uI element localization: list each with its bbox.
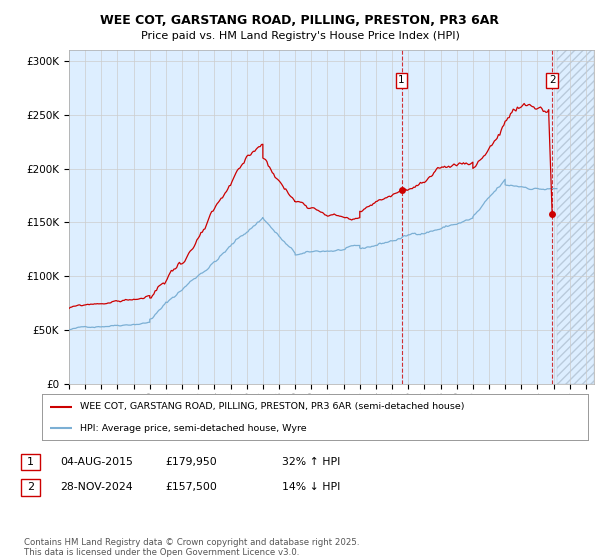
Text: £157,500: £157,500: [165, 482, 217, 492]
Text: 2: 2: [27, 482, 34, 492]
Text: £179,950: £179,950: [165, 457, 217, 467]
Text: WEE COT, GARSTANG ROAD, PILLING, PRESTON, PR3 6AR: WEE COT, GARSTANG ROAD, PILLING, PRESTON…: [101, 14, 499, 27]
Text: HPI: Average price, semi-detached house, Wyre: HPI: Average price, semi-detached house,…: [80, 423, 307, 433]
Text: 1: 1: [27, 457, 34, 467]
Text: 32% ↑ HPI: 32% ↑ HPI: [282, 457, 340, 467]
Text: 2: 2: [549, 76, 556, 85]
Text: 04-AUG-2015: 04-AUG-2015: [60, 457, 133, 467]
Text: 28-NOV-2024: 28-NOV-2024: [60, 482, 133, 492]
Text: Price paid vs. HM Land Registry's House Price Index (HPI): Price paid vs. HM Land Registry's House …: [140, 31, 460, 41]
Text: 14% ↓ HPI: 14% ↓ HPI: [282, 482, 340, 492]
Text: 1: 1: [398, 76, 405, 85]
Bar: [557, 50, 594, 384]
Bar: [69, 50, 557, 384]
Text: WEE COT, GARSTANG ROAD, PILLING, PRESTON, PR3 6AR (semi-detached house): WEE COT, GARSTANG ROAD, PILLING, PRESTON…: [80, 402, 465, 411]
Text: Contains HM Land Registry data © Crown copyright and database right 2025.
This d: Contains HM Land Registry data © Crown c…: [24, 538, 359, 557]
